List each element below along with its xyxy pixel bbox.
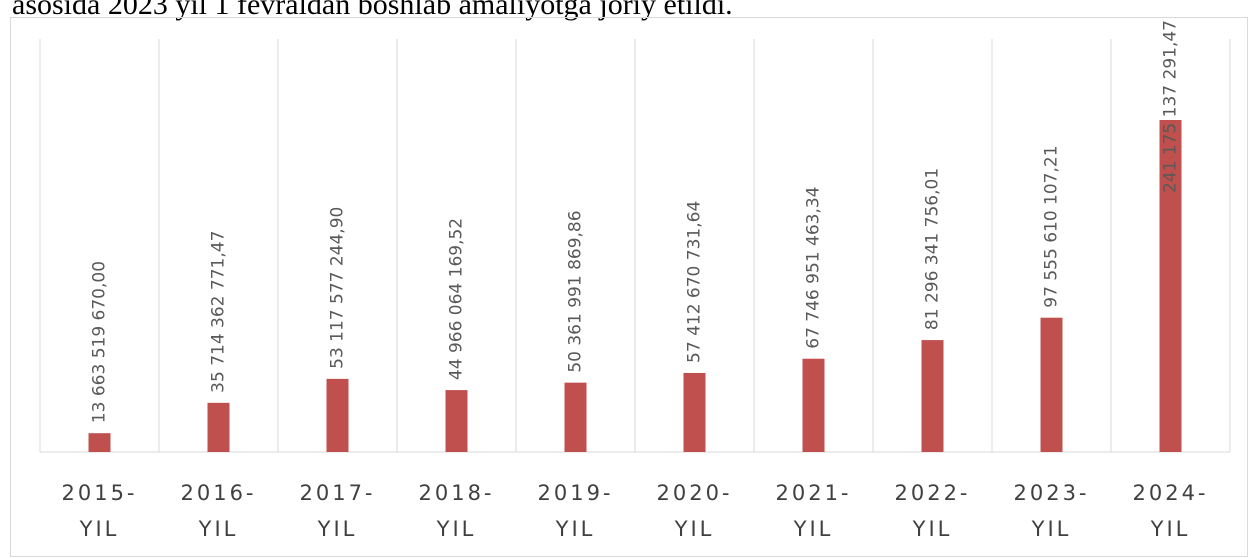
data-label: 13 663 519 670,00 <box>90 261 110 423</box>
x-tick-label: 2023-YIL <box>1013 481 1089 541</box>
bar <box>1159 119 1182 452</box>
x-tick-label: 2015-YIL <box>61 481 137 541</box>
data-label: 35 714 362 771,47 <box>209 231 229 393</box>
data-label: 97 555 610 107,21 <box>1042 145 1062 307</box>
data-label: 44 966 064 169,52 <box>447 218 467 380</box>
bar <box>564 382 587 452</box>
bar <box>326 378 349 452</box>
lead-text: asosida 2023 yil 1 fevraldan boshlab ama… <box>12 0 733 21</box>
x-tick-label: 2021-YIL <box>775 481 851 541</box>
data-label: 241 175 137 291,47 <box>1161 20 1181 193</box>
x-tick-label: 2020-YIL <box>656 481 732 541</box>
data-label: 50 361 991 869,86 <box>566 210 586 372</box>
x-tick-label: 2024-YIL <box>1132 481 1208 541</box>
x-tick-label: 2019-YIL <box>537 481 613 541</box>
bar <box>445 390 468 452</box>
bar <box>1040 317 1063 452</box>
bar <box>802 358 825 452</box>
data-label: 53 117 577 244,90 <box>328 207 348 369</box>
data-label: 57 412 670 731,64 <box>685 201 705 363</box>
bar <box>207 402 230 452</box>
data-label: 67 746 951 463,34 <box>804 187 824 349</box>
bar <box>921 340 944 452</box>
chart-frame <box>10 17 1248 557</box>
bar <box>683 372 706 452</box>
data-label: 81 296 341 756,01 <box>923 168 943 330</box>
x-tick-label: 2016-YIL <box>180 481 256 541</box>
bar <box>88 433 111 452</box>
x-tick-label: 2018-YIL <box>418 481 494 541</box>
x-tick-label: 2017-YIL <box>299 481 375 541</box>
x-tick-label: 2022-YIL <box>894 481 970 541</box>
